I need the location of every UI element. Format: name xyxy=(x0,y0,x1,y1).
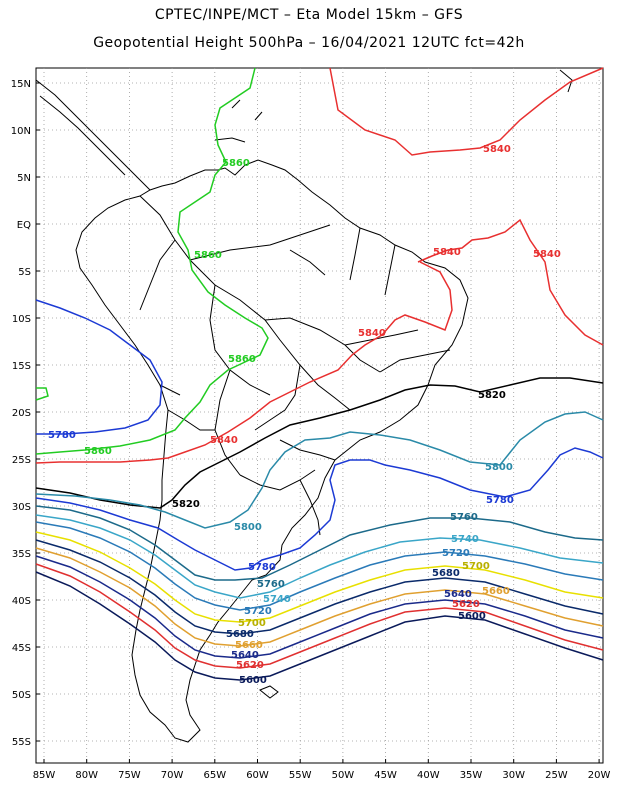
contour-label: 5760 xyxy=(450,512,478,523)
latitude-label: 45S xyxy=(12,643,31,654)
longitude-label: 20W xyxy=(588,770,611,781)
contour-label: 5680 xyxy=(226,629,254,640)
contour-5820 xyxy=(35,377,604,509)
chart-title: CPTEC/INPE/MCT – Eta Model 15km – GFS xyxy=(154,7,464,23)
contour-label: 5620 xyxy=(452,599,480,610)
contour-5840-east xyxy=(417,218,604,346)
contour-label: 5780 xyxy=(486,495,514,506)
contour-5800 xyxy=(35,411,604,529)
contour-label: 5640 xyxy=(231,650,259,661)
latitude-labels: 15N 10N 5N EQ 5S 10S 15S 20S 25S 30S 35S 40S 45S 50S 5… xyxy=(11,79,31,748)
chart-subtitle: Geopotential Height 500hPa – 16/04/2021 … xyxy=(93,35,525,51)
longitude-label: 55W xyxy=(289,770,312,781)
longitude-labels: 85W 80W 75W 70W 65W 60W 55W 50W 45W 40W 35W 30W 25W 2… xyxy=(33,770,611,781)
contour-label: 5720 xyxy=(244,606,272,617)
contour-label: 5800 xyxy=(234,522,262,533)
longitude-label: 80W xyxy=(75,770,98,781)
longitude-label: 25W xyxy=(545,770,568,781)
contour-label: 5740 xyxy=(263,594,291,605)
longitude-label: 75W xyxy=(118,770,141,781)
map-frame xyxy=(35,67,604,764)
contour-label: 5660 xyxy=(482,586,510,597)
latitude-label: 5S xyxy=(18,267,31,278)
longitude-label: 70W xyxy=(161,770,184,781)
latitude-label: 10N xyxy=(11,126,31,137)
latitude-label: 10S xyxy=(12,314,31,325)
contour-5840-north xyxy=(329,67,604,156)
latitude-label: 20S xyxy=(12,408,31,419)
longitude-label: 50W xyxy=(332,770,355,781)
contour-label: 5840 xyxy=(210,435,238,446)
contour-5780 xyxy=(35,299,163,435)
axis-ticks xyxy=(36,82,600,763)
contour-labels: 5840 5840 5840 5840 5840 5860 5860 5860 … xyxy=(48,144,561,686)
contour-label: 5620 xyxy=(236,660,264,671)
latitude-label: 50S xyxy=(12,690,31,701)
latitude-label: 35S xyxy=(12,549,31,560)
contour-label: 5820 xyxy=(172,499,200,510)
contour-label: 5800 xyxy=(485,462,513,473)
contour-5860 xyxy=(35,67,269,455)
longitude-label: 45W xyxy=(374,770,397,781)
longitude-label: 65W xyxy=(203,770,226,781)
contour-label: 5740 xyxy=(451,534,479,545)
contour-label: 5840 xyxy=(433,247,461,258)
contour-label: 5600 xyxy=(239,675,267,686)
longitude-label: 85W xyxy=(33,770,56,781)
contour-label: 5860 xyxy=(194,250,222,261)
contour-label: 5820 xyxy=(478,390,506,401)
central-america-coastline xyxy=(35,79,151,191)
contour-label: 5840 xyxy=(358,328,386,339)
latitude-label: 25S xyxy=(12,455,31,466)
contour-label: 5780 xyxy=(48,430,76,441)
latitude-label: 15N xyxy=(11,79,31,90)
latitude-label: 40S xyxy=(12,596,31,607)
latitude-label: 55S xyxy=(12,737,31,748)
contour-label: 5660 xyxy=(235,640,263,651)
longitude-label: 60W xyxy=(246,770,269,781)
latitude-label: 30S xyxy=(12,502,31,513)
latitude-label: 5N xyxy=(17,173,31,184)
country-borders xyxy=(139,195,351,411)
contour-5780-south xyxy=(35,447,604,571)
longitude-label: 30W xyxy=(502,770,525,781)
contour-label: 5680 xyxy=(432,568,460,579)
contour-label: 5700 xyxy=(462,561,490,572)
contour-label: 5860 xyxy=(222,158,250,169)
contour-label: 5840 xyxy=(483,144,511,155)
contour-5860-small xyxy=(35,387,49,401)
latitude-label: 15S xyxy=(12,361,31,372)
geopotential-contours xyxy=(35,67,604,681)
contour-label: 5860 xyxy=(228,354,256,365)
contour-label: 5780 xyxy=(248,562,276,573)
contour-label: 5640 xyxy=(444,589,472,600)
contour-label: 5720 xyxy=(442,548,470,559)
longitude-label: 40W xyxy=(417,770,440,781)
contour-5840-coast xyxy=(35,261,453,464)
contour-label: 5840 xyxy=(533,249,561,260)
contour-label: 5700 xyxy=(238,618,266,629)
contour-label: 5860 xyxy=(84,446,112,457)
contour-label: 5760 xyxy=(257,579,285,590)
contour-label: 5600 xyxy=(458,611,486,622)
latitude-label: EQ xyxy=(17,220,31,231)
longitude-label: 35W xyxy=(460,770,483,781)
graticule xyxy=(36,68,603,763)
